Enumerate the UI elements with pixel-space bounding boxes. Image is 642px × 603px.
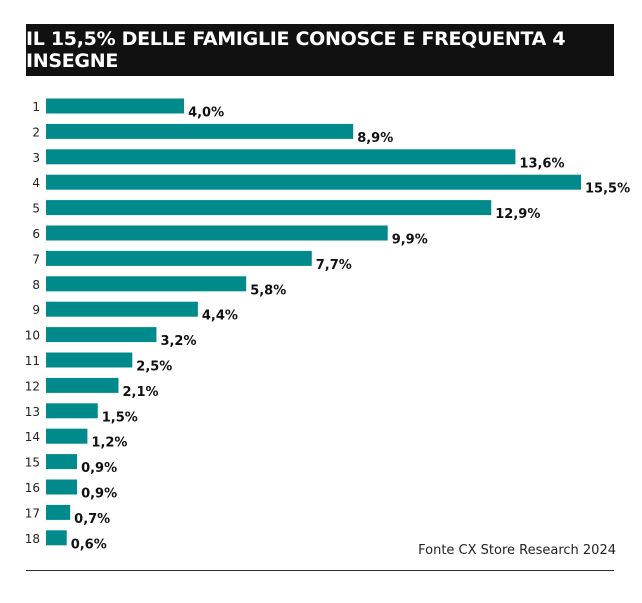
bar <box>46 149 516 165</box>
bar <box>46 250 312 266</box>
value-label: 4,4% <box>202 309 238 324</box>
bar <box>46 301 198 317</box>
value-label: 15,5% <box>585 182 630 197</box>
category-label: 6 <box>32 227 40 241</box>
value-label: 0,7% <box>74 512 110 527</box>
bar <box>46 98 185 114</box>
category-label: 7 <box>32 252 40 266</box>
category-label: 10 <box>25 329 40 343</box>
bar <box>46 479 78 495</box>
value-label: 0,9% <box>81 487 117 502</box>
value-label: 3,2% <box>160 334 196 349</box>
bar <box>46 174 581 190</box>
category-label: 3 <box>32 151 40 165</box>
bar <box>46 225 388 241</box>
category-label: 15 <box>25 456 40 470</box>
category-label: 5 <box>32 202 40 216</box>
bar <box>46 276 247 292</box>
category-label: 8 <box>32 278 40 292</box>
value-label: 2,5% <box>136 360 172 375</box>
bar <box>46 377 119 393</box>
value-label: 7,7% <box>316 258 352 273</box>
value-label: 4,0% <box>188 106 224 121</box>
bar <box>46 200 492 216</box>
bottom-divider <box>26 570 614 571</box>
bar <box>46 428 88 444</box>
bar <box>46 530 67 546</box>
value-label: 13,6% <box>519 156 564 171</box>
category-label: 14 <box>25 430 40 444</box>
value-label: 12,9% <box>495 207 540 222</box>
value-label: 9,9% <box>392 233 428 248</box>
category-label: 4 <box>32 176 40 190</box>
bar <box>46 327 157 343</box>
bar <box>46 504 71 520</box>
bar <box>46 352 133 368</box>
category-label: 12 <box>25 379 40 393</box>
value-label: 5,8% <box>250 283 286 298</box>
value-label: 0,6% <box>71 537 107 552</box>
value-label: 1,2% <box>91 436 127 451</box>
category-label: 1 <box>32 100 40 114</box>
category-label: 2 <box>32 125 40 139</box>
value-label: 1,5% <box>102 410 138 425</box>
chart-title: IL 15,5% DELLE FAMIGLIE CONOSCE E FREQUE… <box>26 24 614 76</box>
value-label: 8,9% <box>357 131 393 146</box>
bar <box>46 403 98 419</box>
bar <box>46 454 78 470</box>
value-label: 2,1% <box>122 385 158 400</box>
category-label: 16 <box>25 481 40 495</box>
value-label: 0,9% <box>81 461 117 476</box>
bar <box>46 123 354 139</box>
category-label: 17 <box>25 506 40 520</box>
source-note: Fonte CX Store Research 2024 <box>418 543 616 558</box>
category-label: 18 <box>25 532 40 546</box>
category-label: 13 <box>25 405 40 419</box>
category-label: 11 <box>25 354 40 368</box>
category-label: 9 <box>32 303 40 317</box>
